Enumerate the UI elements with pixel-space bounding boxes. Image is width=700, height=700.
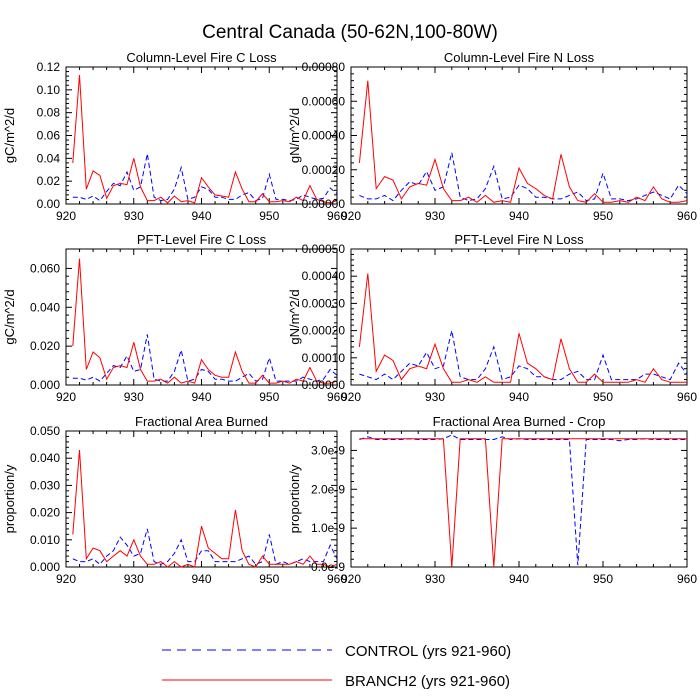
x-tick-label: 920	[341, 209, 361, 223]
y-tick-label: 0.02	[37, 174, 61, 188]
series-branch2-line	[72, 74, 338, 204]
y-axis-label: gC/m^2/d	[2, 108, 17, 163]
chart-panel-6: Fractional Area Burned - Crop proportion/…	[287, 414, 697, 586]
x-tick-label: 930	[425, 390, 445, 404]
y-tick-label: 0.00040	[302, 129, 346, 143]
y-tick-label: 0.020	[30, 339, 60, 353]
x-tick-label: 930	[425, 209, 445, 223]
y-tick-label: 0.040	[30, 300, 60, 314]
y-tick-label: 0.000	[30, 378, 60, 392]
chart-panel-5: Fractional Area Burned proportion/y 920 930…	[2, 414, 347, 586]
y-axis-label: proportion/y	[2, 464, 17, 533]
series-branch2-line	[358, 80, 688, 203]
x-tick-label: 960	[677, 209, 697, 223]
y-tick-label: 0.00000	[302, 197, 346, 211]
y-tick-label: 0.00060	[302, 94, 346, 108]
x-tick-label: 930	[124, 390, 144, 404]
y-tick-label: 0.04	[37, 151, 61, 165]
x-tick-label: 960	[327, 572, 347, 586]
panel-title: Fractional Area Burned	[135, 414, 268, 429]
y-tick-label: 0.00	[37, 197, 61, 211]
y-tick-label: 0.00080	[302, 60, 346, 74]
y-tick-label: 0.00040	[302, 269, 346, 283]
x-tick-label: 960	[677, 390, 697, 404]
y-tick-label: 2.0e-9	[311, 482, 345, 496]
y-tick-label: 0.06	[37, 129, 61, 143]
x-tick-label: 920	[341, 390, 361, 404]
y-tick-label: 0.00020	[302, 324, 346, 338]
series-branch2-line	[72, 449, 338, 568]
series-control-line	[359, 434, 687, 566]
plot-frame	[350, 248, 688, 386]
plot-frame	[350, 66, 688, 205]
y-tick-label: 0.050	[30, 424, 60, 438]
chart-panel-1: Column-Level Fire C Loss gC/m^2/d 920 930 94…	[2, 50, 347, 223]
x-tick-label: 950	[259, 209, 279, 223]
y-tick-label: 0.060	[30, 261, 60, 275]
y-axis-label: gN/m^2/d	[287, 289, 302, 344]
y-tick-label: 1.0e-9	[311, 521, 345, 535]
x-tick-label: 930	[124, 572, 144, 586]
legend-control-label: CONTROL (yrs 921-960)	[345, 643, 511, 660]
x-tick-label: 920	[341, 572, 361, 586]
series-branch2-line	[72, 258, 338, 384]
x-tick-label: 940	[509, 390, 529, 404]
x-tick-label: 960	[327, 390, 347, 404]
y-tick-label: 0.010	[30, 533, 60, 547]
y-tick-label: 0.08	[37, 106, 61, 120]
y-axis-label: gN/m^2/d	[287, 108, 302, 163]
x-tick-label: 950	[259, 572, 279, 586]
y-axis-label: proportion/y	[287, 464, 302, 533]
x-tick-label: 940	[191, 572, 211, 586]
panel-title: PFT-Level Fire N Loss	[454, 232, 584, 247]
x-tick-label: 960	[677, 572, 697, 586]
x-tick-label: 950	[593, 572, 613, 586]
x-tick-label: 960	[327, 209, 347, 223]
x-tick-label: 940	[191, 209, 211, 223]
y-tick-label: 0.00050	[302, 242, 346, 256]
x-tick-label: 930	[124, 209, 144, 223]
chart-panel-4: PFT-Level Fire N Loss gN/m^2/d 920 930 940 95…	[287, 232, 697, 404]
x-tick-label: 920	[56, 572, 76, 586]
x-tick-label: 950	[259, 390, 279, 404]
x-tick-label: 940	[509, 209, 529, 223]
panel-title: Column-Level Fire C Loss	[126, 50, 277, 65]
y-tick-label: 0.0e-9	[311, 560, 345, 574]
x-tick-label: 950	[593, 390, 613, 404]
series-control-line	[359, 330, 688, 381]
x-tick-label: 930	[425, 572, 445, 586]
figure-title: Central Canada (50-62N,100-80W)	[202, 22, 498, 43]
series-control-line	[359, 152, 688, 202]
y-tick-label: 0.00010	[302, 351, 346, 365]
y-tick-label: 0.00000	[302, 378, 346, 392]
series-branch2-line	[358, 273, 687, 383]
panel-title: Fractional Area Burned - Crop	[433, 414, 606, 429]
chart-panels: Column-Level Fire C Loss gC/m^2/d 920 930 94…	[2, 50, 697, 586]
plot-frame	[350, 430, 688, 568]
x-tick-label: 920	[56, 209, 76, 223]
y-tick-label: 0.00030	[302, 296, 346, 310]
panel-title: PFT-Level Fire C Loss	[137, 232, 267, 247]
x-tick-label: 940	[191, 390, 211, 404]
x-tick-label: 920	[56, 390, 76, 404]
y-tick-label: 0.040	[30, 451, 60, 465]
y-axis-label: gC/m^2/d	[2, 289, 17, 344]
legend-branch2-label: BRANCH2 (yrs 921-960)	[345, 673, 510, 690]
y-tick-label: 0.10	[37, 83, 61, 97]
legend: CONTROL (yrs 921-960) BRANCH2 (yrs 921-9…	[162, 643, 511, 690]
series-branch2-line	[359, 438, 687, 568]
y-tick-label: 3.0e-9	[311, 443, 345, 457]
x-tick-label: 940	[509, 572, 529, 586]
chart-panel-2: Column-Level Fire N Loss gN/m^2/d 920 930 94…	[287, 50, 697, 223]
y-tick-label: 0.000	[30, 560, 60, 574]
y-tick-label: 0.00020	[302, 163, 346, 177]
x-tick-label: 950	[593, 209, 613, 223]
y-tick-label: 0.12	[37, 60, 61, 74]
panel-title: Column-Level Fire N Loss	[444, 50, 595, 65]
y-tick-label: 0.020	[30, 506, 60, 520]
y-tick-label: 0.030	[30, 478, 60, 492]
chart-panel-3: PFT-Level Fire C Loss gC/m^2/d 920 930 940 95…	[2, 232, 347, 404]
